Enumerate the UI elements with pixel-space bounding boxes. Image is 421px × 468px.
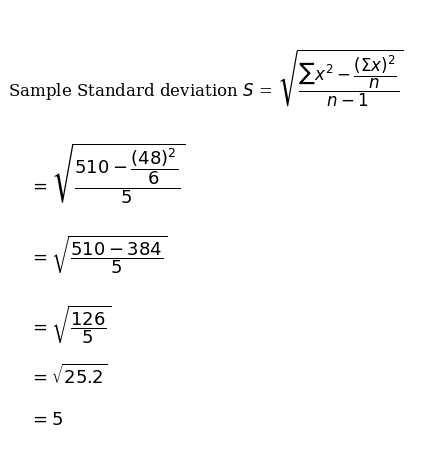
Text: Sample Standard deviation $S$ = $\sqrt{\dfrac{\sum x^2 - \dfrac{(\Sigma x)^2}{n}: Sample Standard deviation $S$ = $\sqrt{\… bbox=[8, 48, 403, 109]
Text: $= \sqrt{\dfrac{510 - 384}{5}}$: $= \sqrt{\dfrac{510 - 384}{5}}$ bbox=[29, 234, 167, 277]
Text: $= \sqrt{25.2}$: $= \sqrt{25.2}$ bbox=[29, 364, 107, 388]
Text: $= 5$: $= 5$ bbox=[29, 411, 63, 429]
Text: $= \sqrt{\dfrac{126}{5}}$: $= \sqrt{\dfrac{126}{5}}$ bbox=[29, 304, 111, 346]
Text: $= \sqrt{\dfrac{510 - \dfrac{(48)^2}{6}}{5}}$: $= \sqrt{\dfrac{510 - \dfrac{(48)^2}{6}}… bbox=[29, 141, 185, 206]
